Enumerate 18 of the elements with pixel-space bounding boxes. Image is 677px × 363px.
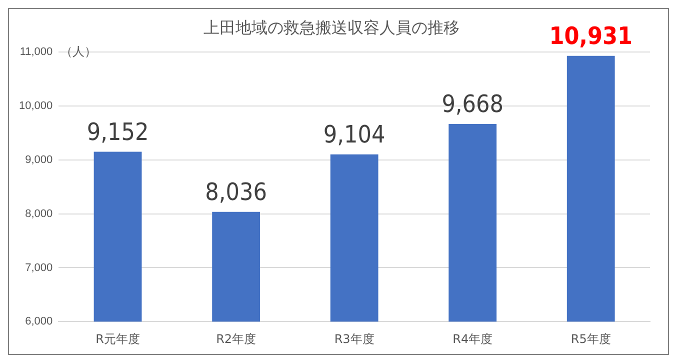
y-tick-label: 9,000 xyxy=(25,154,53,166)
x-tick-label: R5年度 xyxy=(570,332,611,346)
chart-title: 上田地域の救急搬送収容人員の推移 xyxy=(204,18,460,37)
y-tick-label: 7,000 xyxy=(25,262,53,274)
data-label: 9,104 xyxy=(323,120,386,149)
y-tick-label: 8,000 xyxy=(25,208,53,220)
data-label: 8,036 xyxy=(205,178,267,206)
data-label: 9,668 xyxy=(442,90,504,118)
data-label: 9,152 xyxy=(86,118,149,146)
y-axis-title: （人） xyxy=(60,44,97,58)
x-tick-label: R元年度 xyxy=(96,332,140,346)
x-tick-label: R4年度 xyxy=(452,332,493,346)
y-tick-label: 11,000 xyxy=(20,46,53,58)
data-label: 10,931 xyxy=(549,22,633,50)
y-tick-label: 6,000 xyxy=(25,316,53,328)
y-tick-label: 10,000 xyxy=(18,100,53,112)
x-tick-label: R3年度 xyxy=(334,332,374,346)
x-tick-label: R2年度 xyxy=(216,332,256,346)
